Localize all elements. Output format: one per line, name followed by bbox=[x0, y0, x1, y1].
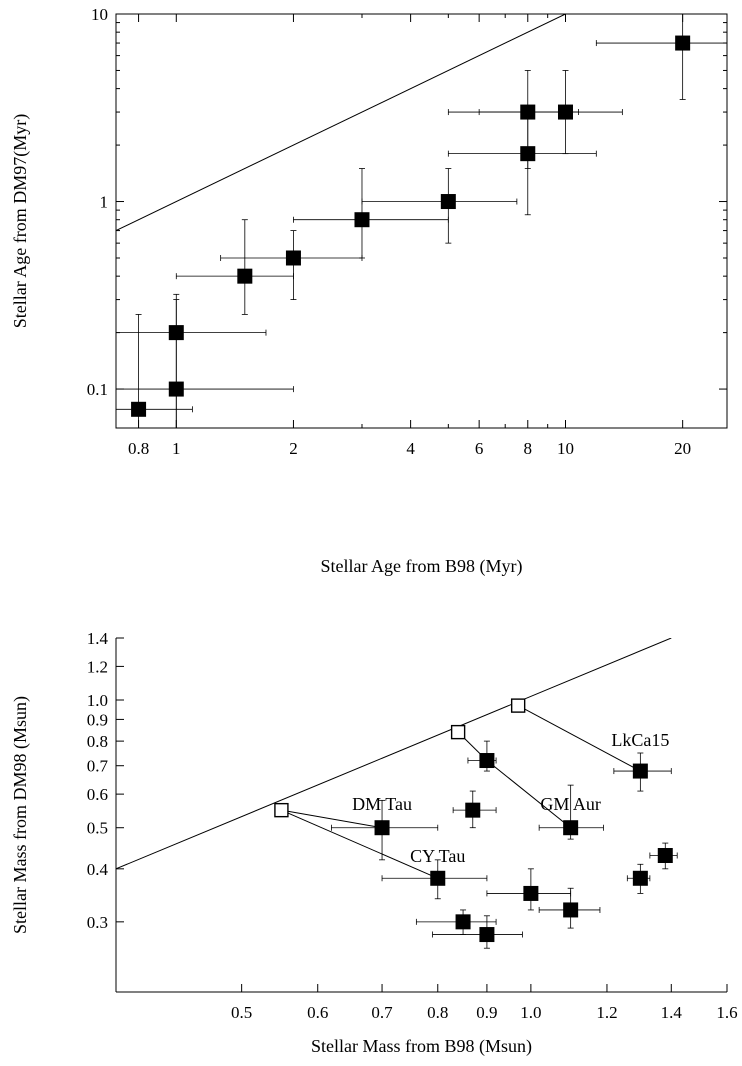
x-tick-label: 1.2 bbox=[596, 1003, 617, 1022]
data-point bbox=[374, 820, 390, 836]
x-tick-label: 0.6 bbox=[307, 1003, 328, 1022]
x-axis-title: Stellar Age from B98 (Myr) bbox=[321, 556, 523, 577]
star-label: DM Tau bbox=[352, 794, 412, 814]
y-tick-label: 0.8 bbox=[87, 732, 108, 751]
data-point bbox=[455, 914, 471, 930]
data-point bbox=[479, 927, 495, 943]
y-axis-title: Stellar Mass from DM98 (Msun) bbox=[10, 696, 31, 934]
data-point bbox=[237, 268, 253, 284]
x-tick-label: 10 bbox=[557, 439, 574, 458]
y-tick-label: 0.4 bbox=[87, 860, 109, 879]
star-label: LkCa15 bbox=[611, 730, 669, 750]
star-label: GM Aur bbox=[540, 794, 601, 814]
data-point bbox=[131, 401, 147, 417]
open-data-point bbox=[510, 698, 526, 713]
x-tick-label: 20 bbox=[674, 439, 691, 458]
data-point bbox=[523, 885, 539, 901]
y-tick-label: 0.9 bbox=[87, 710, 108, 729]
data-point bbox=[563, 902, 579, 918]
open-data-point bbox=[274, 802, 289, 818]
mass-comparison-plot: 0.5 0.6 0.7 0.8 0.9 1.0 1.2 1.4 1.60.30.40.50.60… bbox=[10, 629, 738, 1057]
data-point bbox=[657, 848, 673, 864]
x-tick-label: 1.6 bbox=[716, 1003, 737, 1022]
data-layer bbox=[116, 638, 678, 949]
data-point bbox=[479, 753, 495, 769]
x-tick-label: 1.0 bbox=[520, 1003, 541, 1022]
x-tick-label: 0.5 bbox=[231, 1003, 252, 1022]
connector-line bbox=[517, 705, 641, 772]
data-point bbox=[354, 212, 370, 228]
data-point bbox=[285, 250, 301, 266]
y-tick-label: 1.4 bbox=[87, 629, 109, 648]
open-data-point bbox=[450, 724, 466, 740]
star-label: CY Tau bbox=[410, 846, 465, 866]
y-tick-label: 0.5 bbox=[87, 819, 108, 838]
y-tick-label: 1.2 bbox=[87, 657, 108, 676]
equality-line bbox=[116, 14, 566, 232]
connector-line bbox=[281, 809, 383, 829]
connector-line bbox=[281, 809, 438, 879]
data-point bbox=[430, 870, 446, 886]
x-tick-label: 2 bbox=[289, 439, 298, 458]
data-point bbox=[675, 35, 691, 51]
data-point bbox=[168, 325, 184, 341]
x-tick-label: 0.7 bbox=[371, 1003, 393, 1022]
x-tick-label: 6 bbox=[475, 439, 484, 458]
y-axis-title: Stellar Age from DM97(Myr) bbox=[10, 114, 31, 328]
y-tick-label: 10 bbox=[91, 5, 108, 24]
data-point bbox=[465, 802, 481, 818]
x-tick-label: 0.9 bbox=[476, 1003, 497, 1022]
data-point bbox=[563, 820, 579, 836]
data-point bbox=[632, 870, 648, 886]
equality-line bbox=[116, 638, 672, 870]
data-point bbox=[440, 194, 456, 210]
connector-line bbox=[486, 760, 571, 829]
plot-frame bbox=[115, 13, 728, 429]
y-tick-label: 0.1 bbox=[87, 380, 108, 399]
y-tick-label: 1 bbox=[100, 193, 109, 212]
y-tick-label: 1.0 bbox=[87, 691, 108, 710]
age-comparison-plot: 0.8 1 2 4 6 8 10 20 0.1 1 10 Stellar Age from B98 (… bbox=[10, 5, 728, 577]
y-tick-label: 0.7 bbox=[87, 757, 109, 776]
data-layer bbox=[116, 14, 727, 428]
x-tick-label: 1 bbox=[172, 439, 181, 458]
data-point bbox=[557, 104, 573, 120]
y-tick-label: 0.3 bbox=[87, 913, 108, 932]
x-tick-label: 0.8 bbox=[427, 1003, 448, 1022]
x-tick-label: 8 bbox=[524, 439, 533, 458]
x-tick-label: 0.8 bbox=[128, 439, 149, 458]
x-tick-label: 4 bbox=[406, 439, 415, 458]
x-axis-title: Stellar Mass from B98 (Msun) bbox=[311, 1036, 532, 1057]
data-point bbox=[632, 763, 648, 779]
y-tick-label: 0.6 bbox=[87, 785, 108, 804]
x-tick-label: 1.4 bbox=[661, 1003, 683, 1022]
